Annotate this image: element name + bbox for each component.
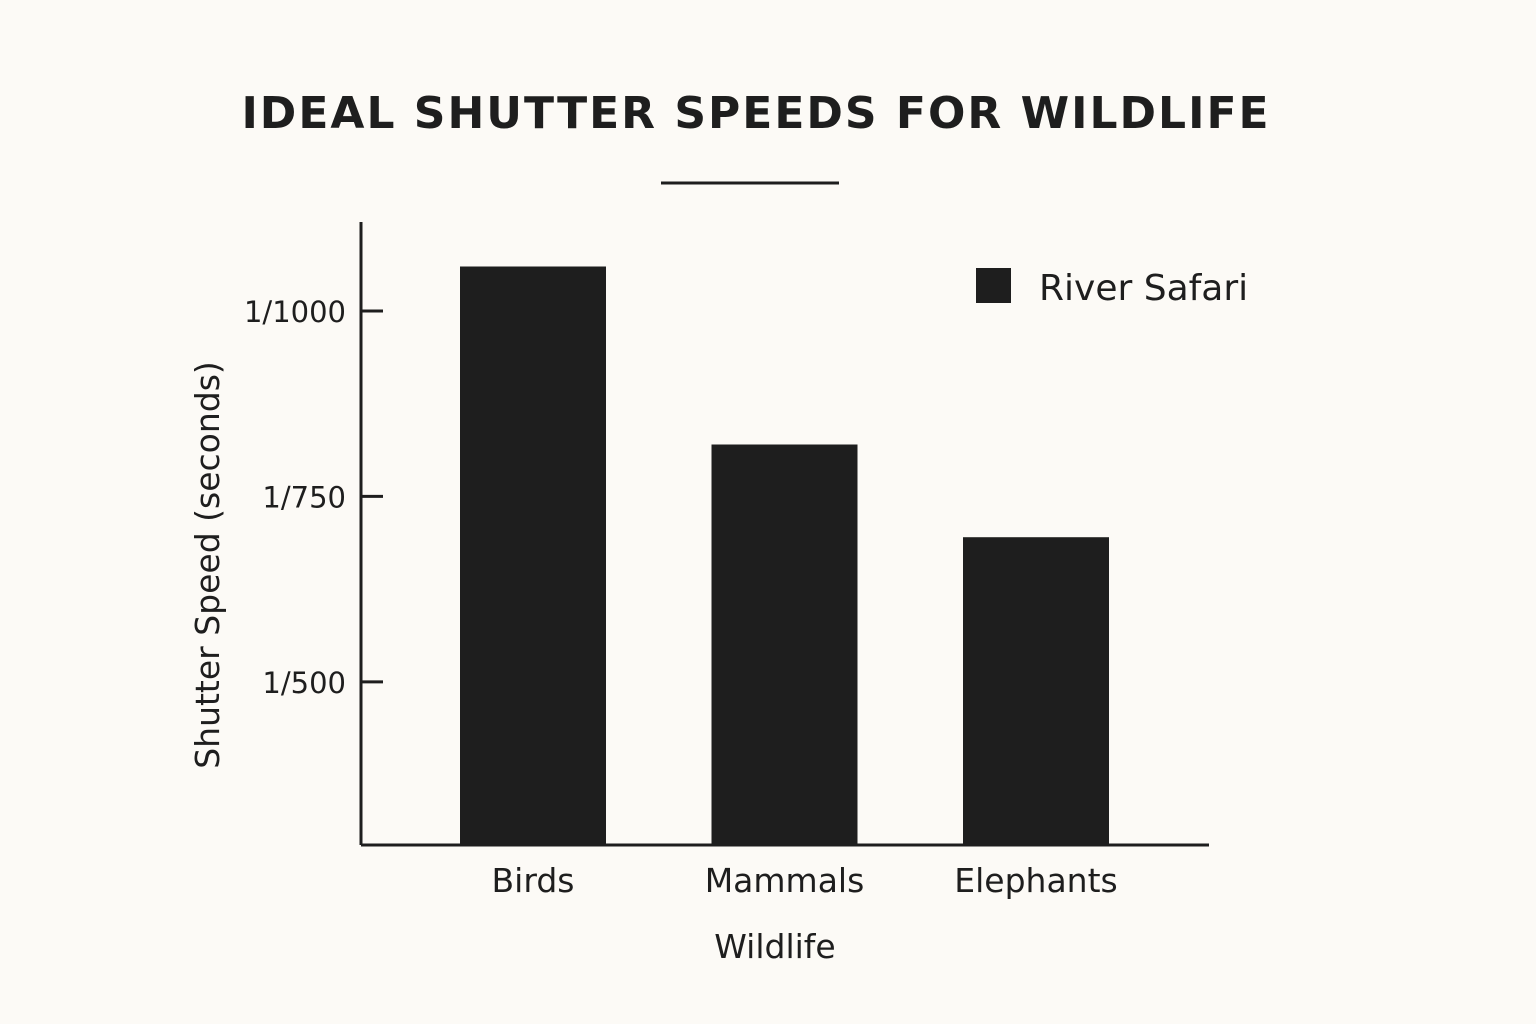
y-tick-label: 1/1000 xyxy=(244,295,346,329)
y-tick-label: 1/500 xyxy=(262,666,346,700)
chart-title: IDEAL SHUTTER SPEEDS FOR WILDLIFE xyxy=(241,88,1270,139)
bars-layer xyxy=(460,266,1109,845)
legend: River Safari xyxy=(976,268,1248,309)
x-category-label: Elephants xyxy=(954,861,1117,900)
x-categories-layer: Birds Mammals Elephants xyxy=(492,861,1118,900)
x-axis-title: Wildlife xyxy=(714,927,835,966)
y-ticks-layer: 1/500 1/750 1/1000 xyxy=(244,295,383,700)
y-tick-label: 1/750 xyxy=(262,480,346,514)
x-category-label: Mammals xyxy=(705,861,865,900)
bar-mammals xyxy=(711,444,858,845)
bar-birds xyxy=(460,266,606,845)
bar-elephants xyxy=(963,537,1109,845)
y-axis-title: Shutter Speed (seconds) xyxy=(188,361,227,769)
x-category-label: Birds xyxy=(492,861,575,900)
legend-swatch xyxy=(976,268,1011,303)
legend-label: River Safari xyxy=(1039,268,1248,309)
